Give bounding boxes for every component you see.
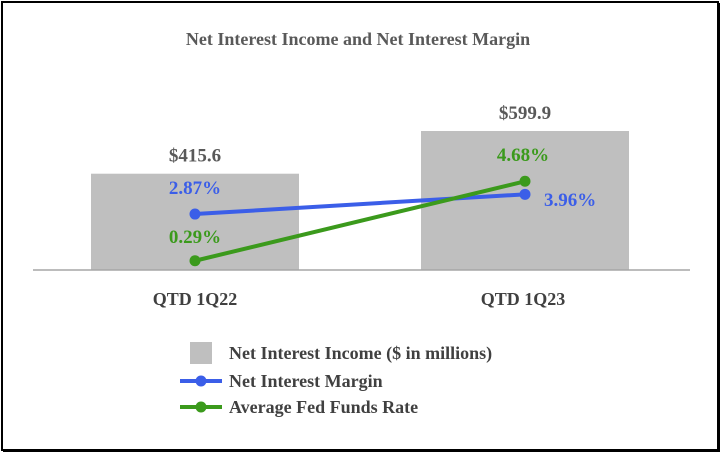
- x-tick-label: QTD 1Q23: [481, 289, 566, 309]
- fed-funds-rate-line: [194, 179, 526, 263]
- net-interest-margin-point-1: [189, 208, 201, 220]
- net-interest-margin-line: [194, 192, 526, 217]
- legend-label: Average Fed Funds Rate: [229, 397, 418, 417]
- fed-funds-label: 4.68%: [497, 145, 549, 166]
- fed-funds-label: 0.29%: [169, 227, 221, 248]
- x-tick-label: QTD 1Q22: [153, 289, 238, 309]
- fed-funds-rate-point-1: [189, 255, 201, 267]
- bar-value-label: $599.9: [499, 103, 551, 124]
- bar-value-label: $415.6: [169, 146, 221, 167]
- fed-funds-rate-point-2: [519, 175, 531, 187]
- chart-title: Net Interest Income and Net Interest Mar…: [186, 29, 530, 49]
- legend-marker-net-interest-margin: [195, 375, 207, 387]
- legend-swatch-bar: [190, 342, 212, 364]
- net-interest-margin-point-2: [519, 188, 531, 200]
- nim-label: 2.87%: [169, 178, 221, 199]
- legend-label: Net Interest Income ($ in millions): [229, 343, 492, 364]
- bar-1: [91, 173, 299, 270]
- nim-label: 3.96%: [544, 190, 596, 211]
- legend-label: Net Interest Margin: [229, 371, 383, 391]
- bar-2: [421, 131, 629, 270]
- legend-marker-fed-funds-rate: [195, 401, 207, 413]
